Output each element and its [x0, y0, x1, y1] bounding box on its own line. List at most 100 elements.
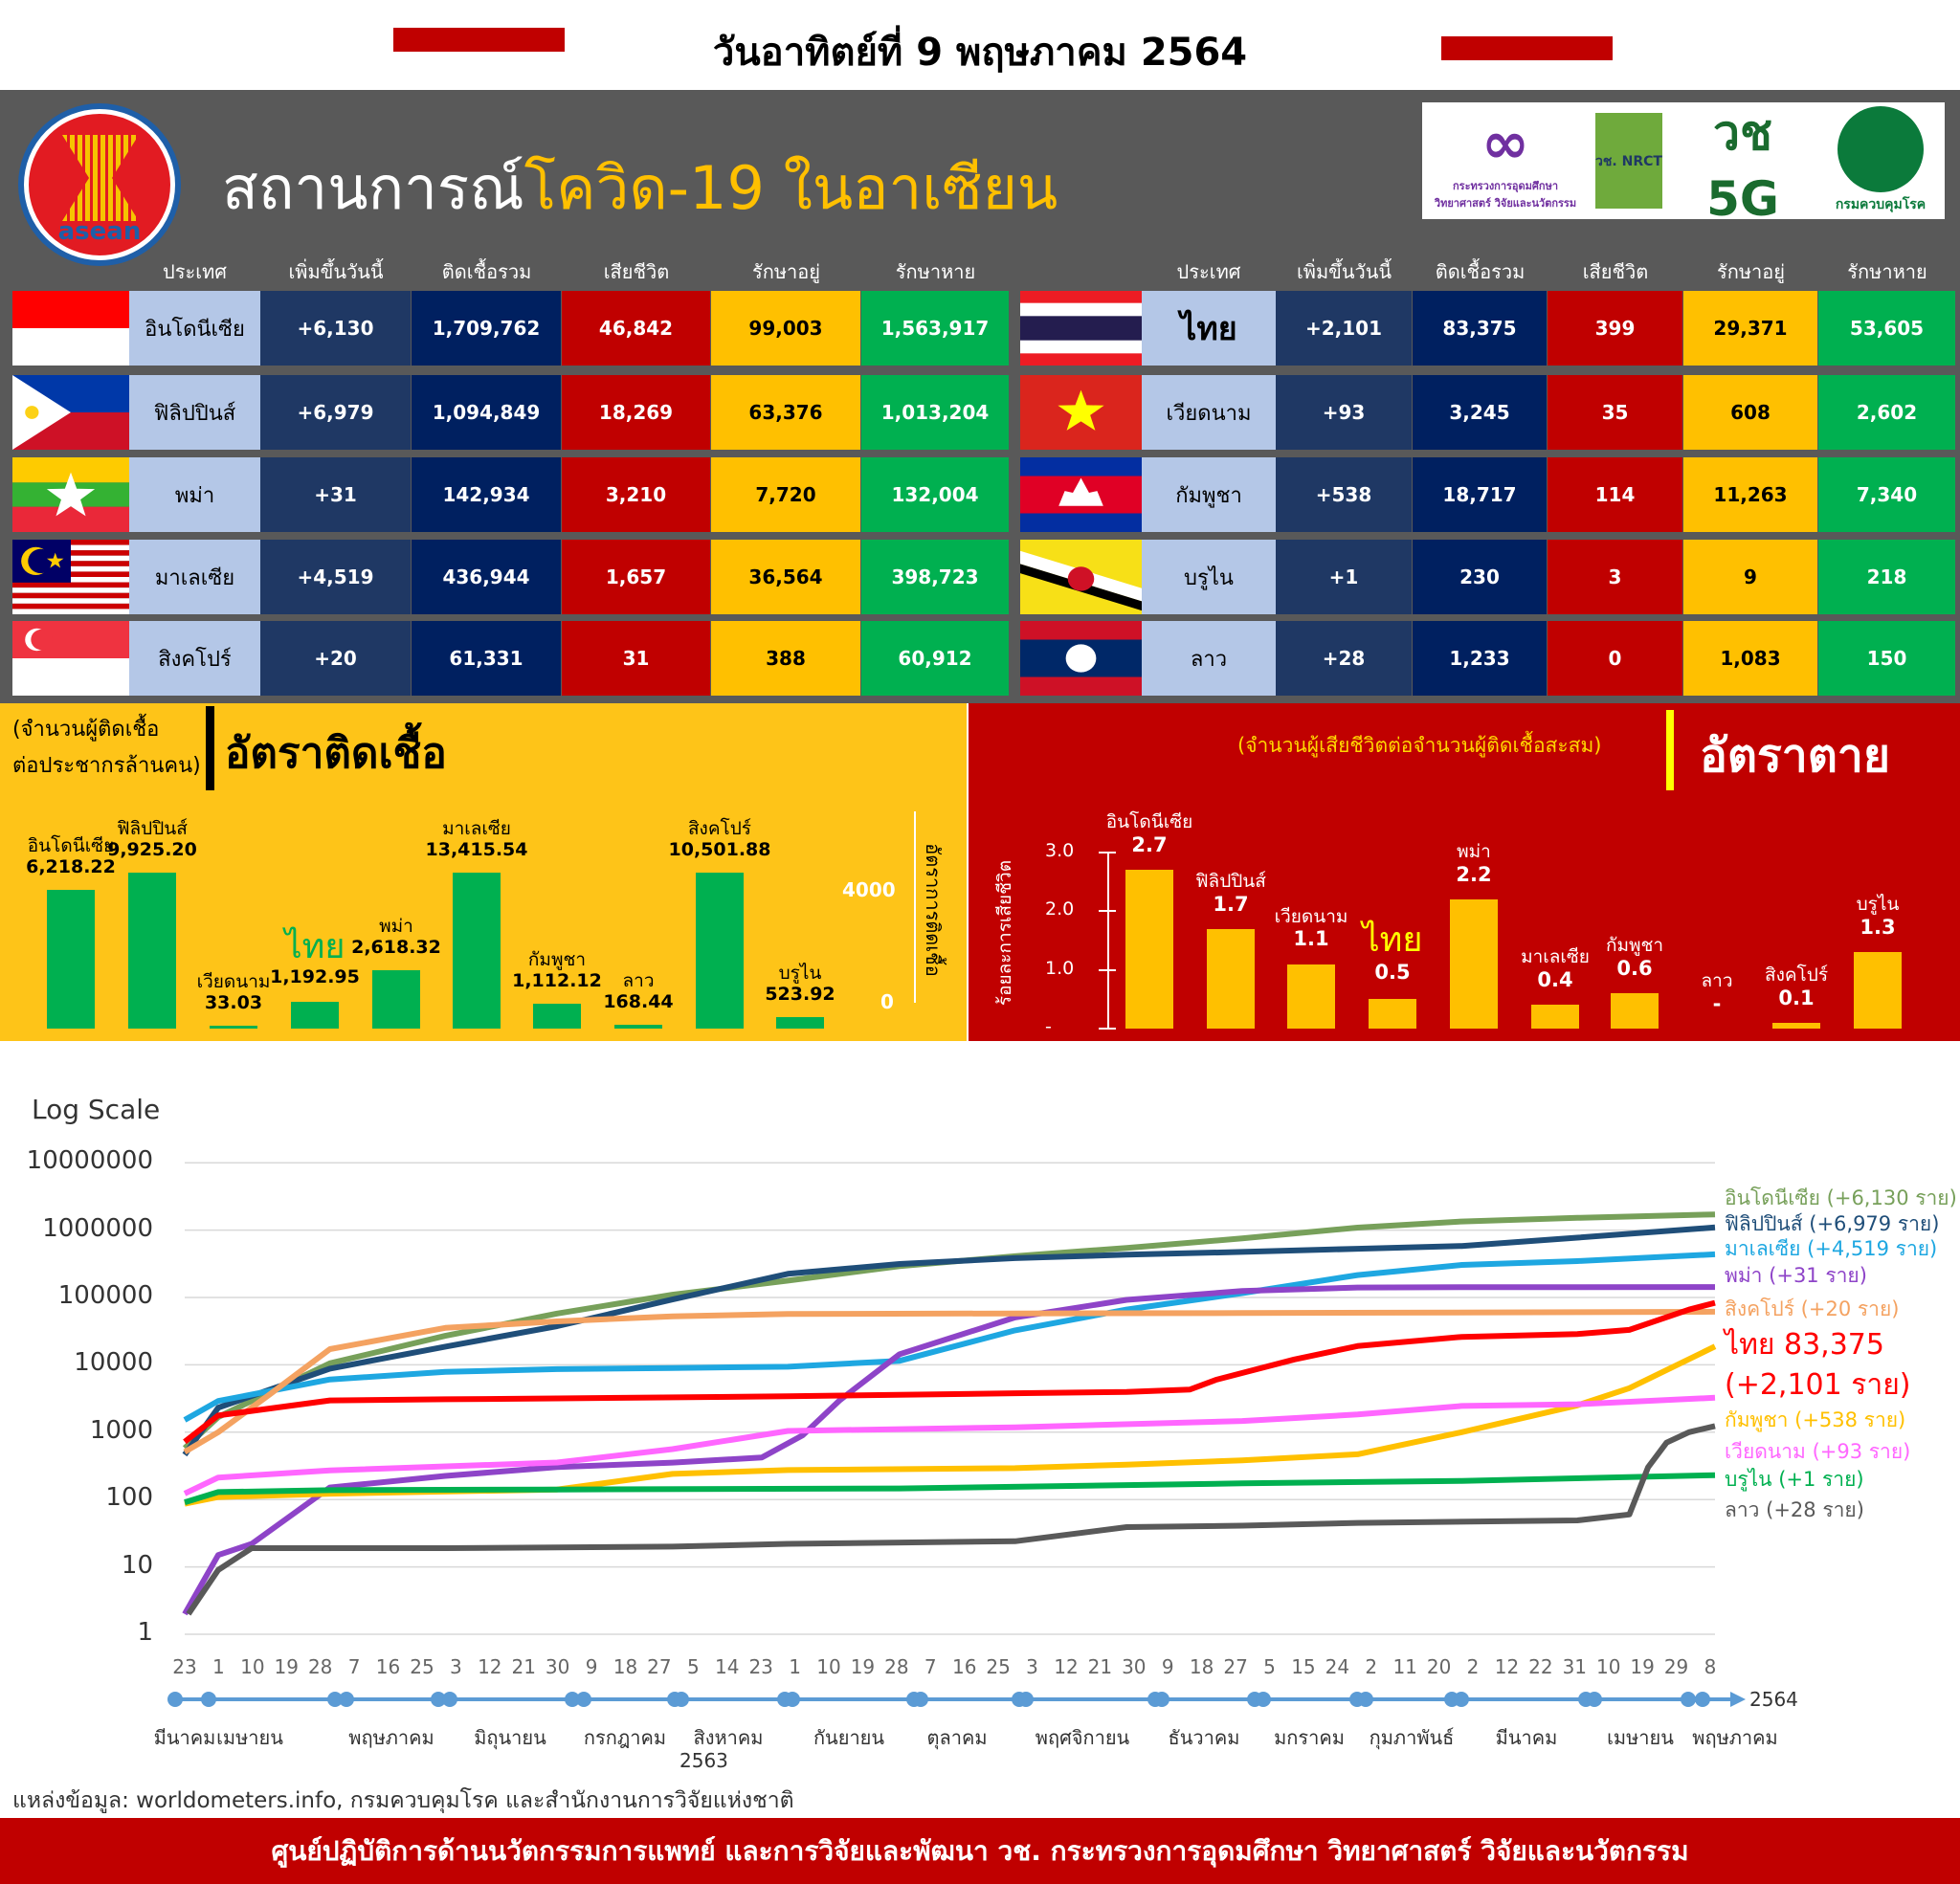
series-line — [183, 1251, 1716, 1423]
log-line-chart — [0, 1043, 1960, 1789]
deaths-cell: 46,842 — [562, 291, 710, 366]
axis-tick — [1099, 968, 1116, 971]
x-tick-label: 19 — [274, 1655, 299, 1678]
value-label: 33.03 — [204, 991, 263, 1013]
active-cell: 388 — [711, 621, 860, 696]
column-header: รักษาอยู่ — [1717, 260, 1785, 283]
country-label: บรูไน — [1856, 894, 1900, 916]
y-tick-label: 10000000 — [26, 1146, 153, 1176]
timeline-dot — [201, 1692, 216, 1707]
infection-ytick: 4000 — [842, 878, 896, 901]
death-bar — [1531, 1005, 1579, 1029]
country-label: กัมพูชา — [1605, 935, 1664, 957]
active-cell: 36,564 — [711, 540, 860, 614]
title-yellow: โควิด-19 ในอาเซียน — [523, 153, 1058, 223]
infection-bar — [614, 1025, 662, 1029]
timeline-dot — [1154, 1692, 1169, 1707]
x-tick-label: 10 — [816, 1655, 841, 1678]
month-label: สิงหาคม — [693, 1726, 764, 1749]
x-tick-label: 12 — [1494, 1655, 1520, 1678]
x-tick-label: 8 — [1704, 1655, 1717, 1678]
x-tick-label: 2 — [1466, 1655, 1480, 1678]
month-label: ธันวาคม — [1168, 1726, 1240, 1749]
x-tick-label: 25 — [986, 1655, 1011, 1678]
country-label: สิงคโปร์ — [1764, 964, 1829, 986]
total-cell: 3,245 — [1413, 375, 1547, 450]
column-header: เสียชีวิต — [603, 260, 670, 283]
total-cell: 1,094,849 — [412, 375, 561, 450]
timeline-dot — [1018, 1692, 1034, 1707]
thailand-flag — [1020, 291, 1142, 366]
infection-bar — [453, 873, 501, 1029]
infection-bar — [47, 890, 95, 1029]
month-label: มกราคม — [1274, 1726, 1345, 1749]
date-band — [0, 0, 1960, 90]
timeline-dot — [1587, 1692, 1602, 1707]
active-cell: 63,376 — [711, 375, 860, 450]
active-cell: 608 — [1683, 375, 1817, 450]
x-tick-label: 21 — [511, 1655, 536, 1678]
x-tick-label: 29 — [1663, 1655, 1689, 1678]
value-label: 2.7 — [1131, 833, 1168, 857]
country-label: อินโดนีเซีย — [27, 835, 115, 857]
timeline-dot — [1454, 1692, 1469, 1707]
column-header: ติดเชื้อรวม — [441, 260, 532, 283]
deaths-cell: 3,210 — [562, 457, 710, 532]
increase-cell: +20 — [260, 621, 411, 696]
series-line — [184, 1472, 1716, 1505]
x-tick-label: 1 — [212, 1655, 225, 1678]
infection-rate-title: อัตราติดเชื้อ — [225, 729, 447, 778]
recovered-cell: 60,912 — [861, 621, 1009, 696]
death-bar-label: ลาว - — [1702, 970, 1733, 1015]
nrct-5g-logo: วช 5G — [1706, 104, 1779, 227]
total-cell: 230 — [1413, 540, 1547, 614]
x-tick-label: 3 — [1026, 1655, 1038, 1678]
value-label: 1,192.95 — [270, 965, 360, 987]
recovered-cell: 150 — [1818, 621, 1955, 696]
series-line — [183, 1299, 1716, 1445]
cambodia-flag — [1020, 457, 1142, 532]
x-tick-label: 5 — [1263, 1655, 1276, 1678]
death-bar-label: บรูไน 1.3 — [1856, 894, 1900, 939]
timeline-dot — [431, 1692, 446, 1707]
recovered-cell: 1,013,204 — [861, 375, 1009, 450]
timeline-dot — [1358, 1692, 1373, 1707]
active-cell: 7,720 — [711, 457, 860, 532]
death-bar — [1125, 870, 1173, 1029]
death-rate-title: อัตราตาย — [1700, 729, 1890, 783]
active-cell: 9 — [1683, 540, 1817, 614]
country-label: เวียดนาม — [196, 971, 271, 992]
recovered-cell: 218 — [1818, 540, 1955, 614]
main-title: สถานการณ์โควิด-19 ในอาเซียน — [222, 142, 1058, 235]
x-tick-label: 14 — [715, 1655, 740, 1678]
death-bar-label: ไทย 0.5 — [1363, 920, 1423, 984]
x-tick-label: 19 — [850, 1655, 876, 1678]
footer-banner: ศูนย์ปฏิบัติการด้านนวัตกรรมการแพทย์ และก… — [0, 1818, 1960, 1884]
x-tick-label: 25 — [410, 1655, 434, 1678]
increase-cell: +6,130 — [260, 291, 411, 366]
month-label: เมษายน — [216, 1726, 283, 1749]
x-tick-label: 10 — [240, 1655, 265, 1678]
death-ytick: - — [1045, 1015, 1052, 1037]
x-tick-label: 21 — [1087, 1655, 1113, 1678]
country-name: อินโดนีเซีย — [129, 291, 260, 366]
x-tick-label: 10 — [1595, 1655, 1621, 1678]
infection-bar-label: ไทย 1,192.95 — [270, 927, 360, 987]
y-tick-label: 1 — [137, 1618, 153, 1647]
value-label: 13,415.54 — [425, 838, 528, 860]
x-tick-label: 27 — [647, 1655, 672, 1678]
y-tick-label: 100000 — [57, 1281, 153, 1310]
axis-tick — [1099, 910, 1116, 913]
x-tick-label: 15 — [1291, 1655, 1316, 1678]
x-tick-label: 2 — [1365, 1655, 1378, 1678]
legend-entry: บรูไน (+1 ราย) — [1725, 1468, 1864, 1491]
death-bar — [1207, 928, 1255, 1029]
recovered-cell: 132,004 — [861, 457, 1009, 532]
country-label: กัมพูชา — [527, 949, 587, 971]
x-tick-label: 12 — [1054, 1655, 1079, 1678]
series-line — [182, 1284, 1716, 1616]
month-label: มีนาคม — [153, 1726, 216, 1749]
death-bar-label: ฟิลิปปินส์ 1.7 — [1195, 871, 1266, 916]
death-bar-label: เวียดนาม 1.1 — [1275, 906, 1348, 951]
death-bar — [1369, 999, 1416, 1029]
